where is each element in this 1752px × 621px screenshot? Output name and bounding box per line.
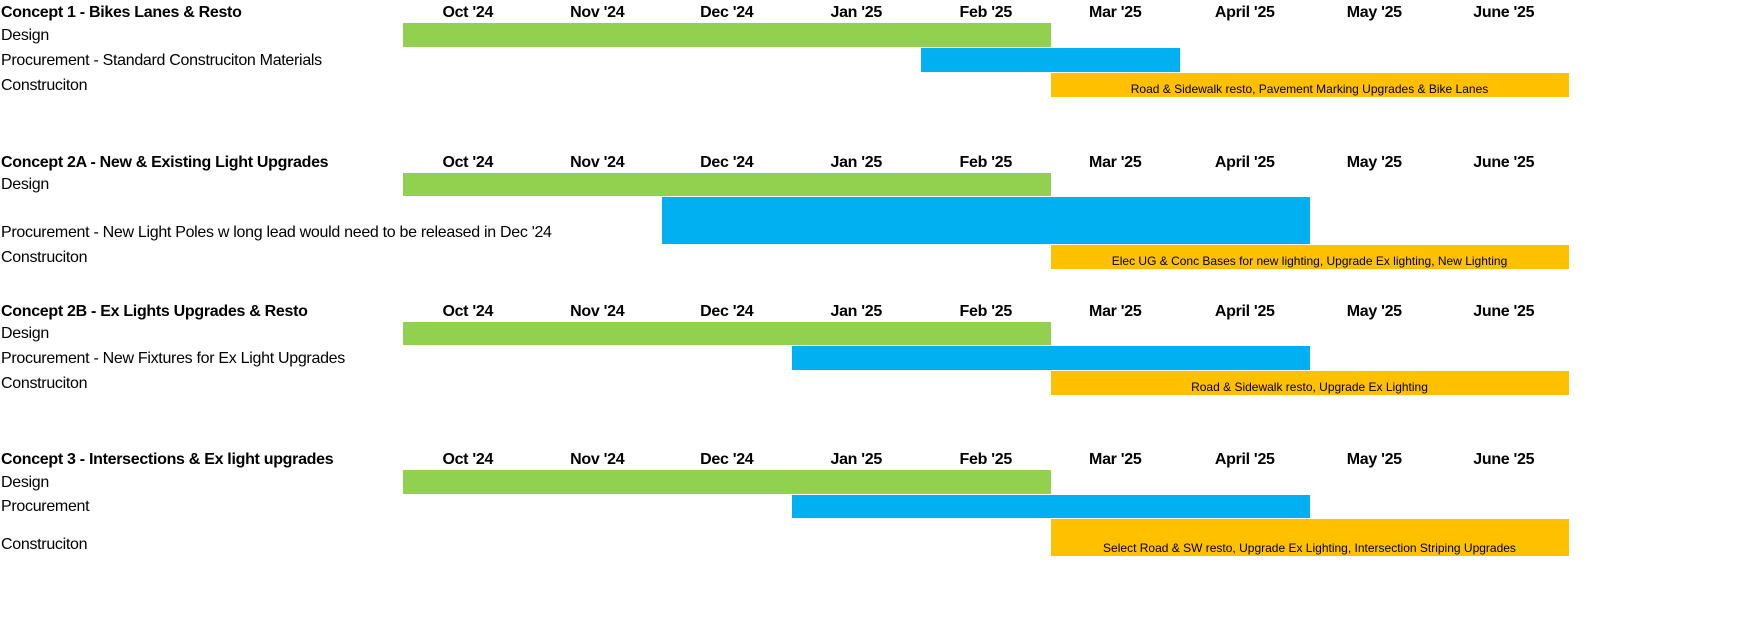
month-header: April '25 — [1180, 148, 1310, 172]
task-bar: Road & Sidewalk resto, Upgrade Ex Lighti… — [1051, 371, 1569, 395]
month-header: Feb '25 — [921, 148, 1051, 172]
month-header: Jan '25 — [792, 445, 922, 469]
month-header: April '25 — [1180, 297, 1310, 321]
month-header: Oct '24 — [403, 0, 533, 22]
bar-note: Elec UG & Conc Bases for new lighting, U… — [1112, 254, 1508, 268]
task-bar: Elec UG & Conc Bases for new lighting, U… — [1051, 245, 1569, 269]
task-bar — [403, 173, 1051, 196]
task-label: Procurement - New Light Poles w long lea… — [1, 196, 552, 242]
month-header: Mar '25 — [1051, 445, 1181, 469]
month-header: Jan '25 — [792, 0, 922, 22]
month-header: Mar '25 — [1051, 0, 1181, 22]
month-header: Mar '25 — [1051, 297, 1181, 321]
task-bar — [403, 322, 1051, 345]
month-header: May '25 — [1310, 0, 1440, 22]
month-header: Jan '25 — [792, 297, 922, 321]
month-header: Nov '24 — [533, 445, 663, 469]
month-header: May '25 — [1310, 148, 1440, 172]
month-header: Nov '24 — [533, 148, 663, 172]
month-header: Jan '25 — [792, 148, 922, 172]
month-header: May '25 — [1310, 445, 1440, 469]
concept-title: Concept 2A - New & Existing Light Upgrad… — [1, 148, 328, 172]
task-label: Construciton — [1, 244, 87, 267]
task-bar — [792, 346, 1310, 370]
task-label: Procurement - New Fixtures for Ex Light … — [1, 345, 345, 368]
task-label: Construciton — [1, 518, 87, 554]
month-header: Nov '24 — [533, 0, 663, 22]
month-header: May '25 — [1310, 297, 1440, 321]
task-label: Construciton — [1, 72, 87, 95]
task-label: Construciton — [1, 370, 87, 393]
task-bar — [403, 23, 1051, 47]
task-label: Design — [1, 321, 49, 343]
task-label: Procurement — [1, 494, 89, 516]
task-label: Design — [1, 172, 49, 194]
bar-note: Select Road & SW resto, Upgrade Ex Light… — [1103, 541, 1516, 555]
month-header: April '25 — [1180, 0, 1310, 22]
month-header: Feb '25 — [921, 297, 1051, 321]
task-label: Design — [1, 22, 49, 45]
concept-title: Concept 3 - Intersections & Ex light upg… — [1, 445, 333, 469]
month-header: Oct '24 — [403, 148, 533, 172]
month-header: Feb '25 — [921, 0, 1051, 22]
bar-note: Road & Sidewalk resto, Pavement Marking … — [1131, 82, 1489, 96]
concept-title: Concept 2B - Ex Lights Upgrades & Resto — [1, 297, 308, 321]
gantt-page: Concept 1 - Bikes Lanes & RestoOct '24No… — [0, 0, 1752, 621]
bar-note: Road & Sidewalk resto, Upgrade Ex Lighti… — [1191, 380, 1428, 394]
month-header: June '25 — [1439, 148, 1569, 172]
task-bar — [921, 48, 1180, 72]
month-header: Feb '25 — [921, 445, 1051, 469]
task-bar: Road & Sidewalk resto, Pavement Marking … — [1051, 73, 1569, 97]
task-bar — [403, 470, 1051, 494]
month-header: Dec '24 — [662, 445, 792, 469]
month-header: June '25 — [1439, 297, 1569, 321]
month-header: June '25 — [1439, 445, 1569, 469]
task-label: Design — [1, 469, 49, 492]
task-bar — [792, 495, 1310, 518]
month-header: June '25 — [1439, 0, 1569, 22]
task-label: Procurement - Standard Construciton Mate… — [1, 47, 322, 70]
month-header: April '25 — [1180, 445, 1310, 469]
month-header: Mar '25 — [1051, 148, 1181, 172]
task-bar — [662, 197, 1310, 244]
month-header: Dec '24 — [662, 0, 792, 22]
task-bar: Select Road & SW resto, Upgrade Ex Light… — [1051, 519, 1569, 556]
month-header: Oct '24 — [403, 445, 533, 469]
month-header: Dec '24 — [662, 297, 792, 321]
month-header: Nov '24 — [533, 297, 663, 321]
month-header: Dec '24 — [662, 148, 792, 172]
month-header: Oct '24 — [403, 297, 533, 321]
concept-title: Concept 1 - Bikes Lanes & Resto — [1, 0, 242, 22]
